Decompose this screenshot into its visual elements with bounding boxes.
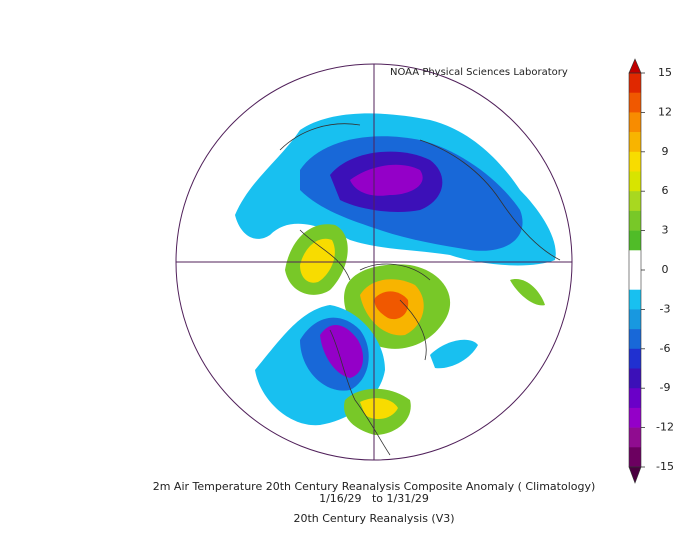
colorbar-band <box>629 210 641 231</box>
colorbar-tick-label: 12 <box>658 105 672 118</box>
colorbar-tick-label: -6 <box>660 342 671 355</box>
colorbar-band <box>629 329 641 350</box>
colorbar-band <box>629 388 641 409</box>
anomaly-warm-east <box>510 279 545 306</box>
colorbar-band <box>629 447 641 468</box>
anomaly-cold-pacific-core <box>320 324 364 378</box>
colorbar-tick-label: -9 <box>660 381 671 394</box>
colorbar-band <box>629 407 641 428</box>
footer-title: 2m Air Temperature 20th Century Reanalys… <box>153 480 596 493</box>
colorbar-band <box>629 309 641 330</box>
colorbar-tick-label: 6 <box>662 184 669 197</box>
map <box>235 113 561 456</box>
anomaly-cold-core <box>350 164 423 196</box>
footer-source: 20th Century Reanalysis (V3) <box>293 512 454 525</box>
colorbar-band <box>629 368 641 389</box>
colorbar-tick-label: 0 <box>662 263 669 276</box>
colorbar-band <box>629 112 641 133</box>
colorbar-band <box>629 348 641 369</box>
colorbar-tick-label: -15 <box>656 460 674 473</box>
colorbar-band <box>629 73 641 93</box>
colorbar-tick-label: -3 <box>660 302 671 315</box>
colorbar-band <box>629 289 641 310</box>
anomaly-warm-south-core <box>360 398 398 420</box>
coastlines <box>279 123 561 456</box>
colorbar-band <box>629 230 641 251</box>
colorbar-tick-label: 9 <box>662 145 669 158</box>
anomaly-cold-atlantic <box>430 339 478 369</box>
anomaly-warm-west-core <box>300 238 335 283</box>
colorbar-tick-label: 3 <box>662 224 669 237</box>
colorbar-tick-label: -12 <box>656 421 674 434</box>
footer-dates: 1/16/29 to 1/31/29 <box>319 492 429 505</box>
colorbar-band <box>629 171 641 192</box>
colorbar-band <box>629 132 641 153</box>
colorbar-over <box>628 58 642 74</box>
colorbar-band <box>629 427 641 448</box>
colorbar-band <box>629 270 641 290</box>
colorbar-tick-label: 15 <box>658 66 672 79</box>
anomaly-warm-central-core <box>374 291 409 320</box>
colorbar-under <box>628 466 642 484</box>
colorbar: 15 12 9 6 3 0 -3 -6 -9 -12 -15 <box>628 58 674 484</box>
colorbar-band <box>629 151 641 172</box>
credit: NOAA Physical Sciences Laboratory <box>390 67 568 78</box>
colorbar-band <box>629 250 641 271</box>
colorbar-band <box>629 191 641 212</box>
colorbar-band <box>629 92 641 113</box>
